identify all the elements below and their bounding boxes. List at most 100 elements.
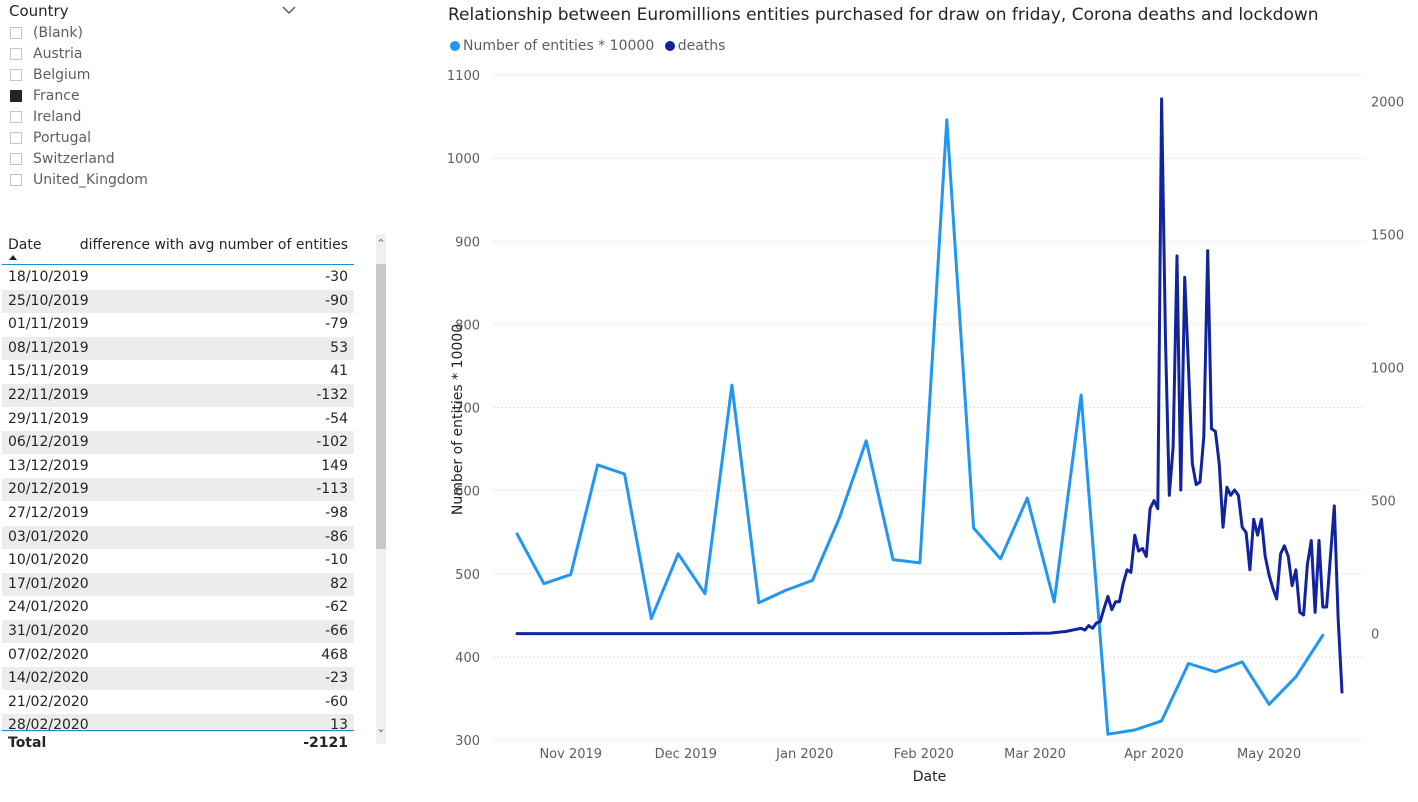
cell-difference: -98 [325, 505, 348, 521]
cell-difference: -54 [325, 410, 348, 427]
cell-difference: 13 [330, 717, 348, 732]
cell-difference: -132 [316, 387, 348, 403]
x-tick-label: Apr 2020 [1124, 747, 1184, 762]
checkbox-icon[interactable] [10, 111, 22, 123]
table-row[interactable]: 28/02/2020 13 [2, 714, 354, 732]
cell-difference: -30 [325, 269, 348, 285]
scrollbar-thumb[interactable] [376, 264, 386, 549]
table-row[interactable]: 03/01/2020 -86 [2, 525, 354, 549]
x-tick-label: Dec 2019 [655, 747, 717, 762]
table-row[interactable]: 08/11/2019 53 [2, 336, 354, 360]
slicer-title: Country [9, 2, 69, 20]
total-value: -2121 [303, 735, 348, 751]
total-divider [2, 730, 354, 731]
checkbox-icon[interactable] [10, 132, 22, 144]
cell-date: 17/01/2020 [8, 575, 89, 592]
y-tick-label: 800 [455, 318, 480, 333]
y2-tick-label: 500 [1371, 495, 1396, 510]
cell-difference: -102 [316, 434, 348, 451]
cell-date: 14/02/2020 [8, 670, 89, 687]
y-tick-label: 1000 [447, 152, 480, 167]
checkbox-icon[interactable] [10, 27, 22, 39]
cell-date: 22/11/2019 [8, 387, 89, 403]
y-tick-label: 400 [455, 651, 480, 666]
table-row[interactable]: 10/01/2020 -10 [2, 549, 354, 572]
y-tick-label: 300 [455, 734, 480, 749]
cell-difference: -62 [325, 599, 348, 616]
country-slicer: Country (Blank) Austria Belgium France Irela… [0, 0, 310, 200]
table-row[interactable]: 17/01/2020 82 [2, 572, 354, 596]
cell-date: 08/11/2019 [8, 339, 89, 356]
checkbox-icon[interactable] [10, 69, 22, 81]
chart-title: Relationship between Euromillions entiti… [448, 5, 1319, 25]
table-row[interactable]: 27/12/2019 -98 [2, 502, 354, 525]
cell-date: 24/01/2020 [8, 599, 89, 616]
table-row[interactable]: 15/11/2019 41 [2, 360, 354, 383]
table-row[interactable]: 22/11/2019 -132 [2, 384, 354, 407]
slicer-item-label: Switzerland [33, 151, 115, 167]
table-row[interactable]: 13/12/2019 149 [2, 455, 354, 478]
y-tick-label: 600 [455, 485, 480, 500]
legend-item-entities[interactable]: Number of entities * 10000 [450, 38, 654, 54]
table-row[interactable]: 01/11/2019 -79 [2, 313, 354, 336]
cell-date: 20/12/2019 [8, 481, 89, 498]
table-row[interactable]: 21/02/2020 -60 [2, 691, 354, 714]
y2-tick-label: 0 [1371, 628, 1379, 643]
x-tick-label: May 2020 [1237, 747, 1301, 762]
cell-date: 27/12/2019 [8, 505, 89, 521]
table-row[interactable]: 20/12/2019 -113 [2, 478, 354, 502]
line-chart: 300 400 500 600 700 800 900 1000 1100 0 500 1000 150… [447, 69, 1404, 785]
slicer-item-label: Portugal [33, 130, 91, 146]
cell-date: 15/11/2019 [8, 363, 89, 380]
cell-date: 29/11/2019 [8, 410, 89, 427]
sort-ascending-icon[interactable] [9, 255, 17, 260]
table-row[interactable]: 29/11/2019 -54 [2, 408, 354, 431]
table-row[interactable]: 06/12/2019 -102 [2, 431, 354, 455]
cell-difference: 53 [330, 339, 348, 356]
y2-tick-label: 1000 [1371, 362, 1404, 377]
cell-difference: 41 [330, 363, 348, 380]
table-row[interactable]: 18/10/2019 -30 [2, 266, 354, 289]
cell-difference: -23 [325, 670, 348, 687]
checkbox-icon[interactable] [10, 48, 22, 60]
series-line-deaths [515, 97, 1344, 694]
table-row[interactable]: 25/10/2019 -90 [2, 289, 354, 313]
slicer-item-label: United_Kingdom [33, 172, 148, 188]
x-tick-label: Nov 2019 [539, 747, 602, 762]
legend-item-deaths[interactable]: deaths [664, 38, 726, 54]
legend-dot-icon [664, 41, 675, 51]
x-tick-label: Jan 2020 [775, 747, 833, 762]
slicer-item-label: Austria [33, 46, 83, 62]
cell-difference: -79 [325, 316, 348, 333]
cell-date: 03/01/2020 [8, 528, 89, 545]
cell-date: 01/11/2019 [8, 316, 89, 333]
table-row[interactable]: 07/02/2020 468 [2, 644, 354, 667]
column-header-date[interactable]: Date [8, 237, 42, 253]
checkbox-icon[interactable] [10, 174, 22, 186]
scroll-down-icon[interactable]: ⌄ [376, 722, 386, 735]
checkbox-checked-icon[interactable] [10, 90, 22, 102]
chevron-down-icon[interactable] [280, 3, 298, 17]
column-header-difference[interactable]: difference with avg number of entities [79, 237, 348, 253]
cell-date: 18/10/2019 [8, 269, 89, 285]
slicer-item-label: (Blank) [33, 25, 83, 41]
total-label: Total [8, 735, 47, 751]
table-row[interactable]: 31/01/2020 -66 [2, 620, 354, 643]
scroll-up-icon[interactable]: ⌃ [376, 237, 386, 250]
table-row[interactable]: 14/02/2020 -23 [2, 667, 354, 691]
table-scrollbar[interactable] [376, 234, 386, 744]
legend-label: deaths [677, 38, 726, 54]
y2-tick-label: 2000 [1371, 96, 1404, 111]
cell-date: 28/02/2020 [8, 717, 89, 732]
cell-difference: 149 [321, 457, 348, 474]
x-tick-label: Mar 2020 [1004, 747, 1066, 762]
cell-difference: 82 [330, 575, 348, 592]
slicer-item-label: Ireland [33, 109, 82, 125]
legend-dot-icon [450, 41, 460, 51]
y-tick-label: 700 [455, 402, 480, 417]
table-row[interactable]: 24/01/2020 -62 [2, 596, 354, 619]
y-tick-label: 1100 [447, 69, 480, 84]
y-tick-label: 500 [455, 568, 480, 583]
cell-date: 10/01/2020 [8, 552, 89, 569]
checkbox-icon[interactable] [10, 153, 22, 165]
